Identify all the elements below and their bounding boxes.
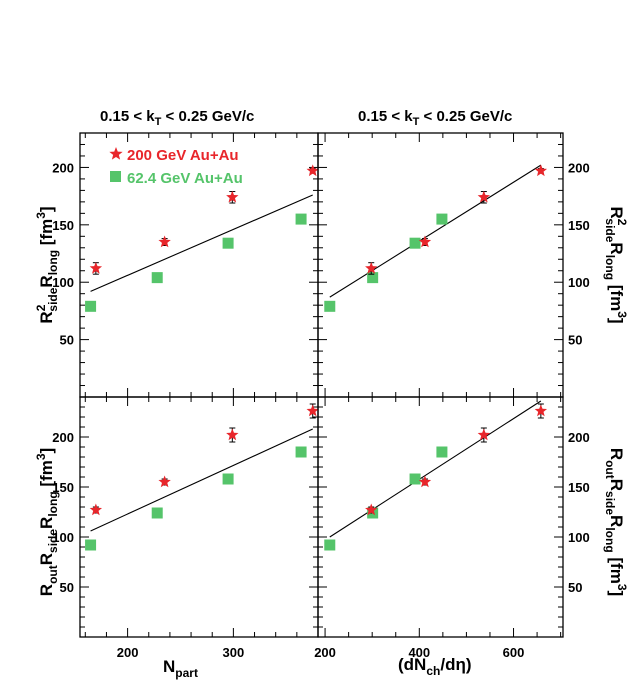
point-200gev bbox=[534, 404, 548, 417]
panel-frame bbox=[317, 396, 564, 638]
panel-frame bbox=[317, 132, 564, 398]
y-tick-label: 100 bbox=[568, 530, 590, 545]
y-tick-label: 200 bbox=[52, 160, 74, 175]
fit-line bbox=[329, 400, 542, 538]
fit-line bbox=[90, 428, 313, 532]
point-62gev bbox=[324, 300, 336, 312]
panel-title-right: 0.15 < kT < 0.25 GeV/c bbox=[358, 108, 512, 128]
y-tick-label: 50 bbox=[60, 333, 74, 348]
point-62gev bbox=[436, 213, 448, 225]
y-tick-label: 200 bbox=[52, 430, 74, 445]
point-200gev bbox=[534, 164, 548, 177]
point-200gev bbox=[306, 164, 319, 177]
x-tick-label: 200 bbox=[117, 645, 139, 660]
point-62gev bbox=[222, 473, 234, 485]
y-tick-label: 200 bbox=[568, 160, 590, 175]
x-tick-label: 200 bbox=[314, 645, 336, 660]
y-label-bottom-right: RoutRsideRlong [fm3] bbox=[603, 448, 629, 596]
point-62gev bbox=[295, 446, 307, 458]
point-200gev bbox=[418, 475, 432, 488]
x-tick-label: 400 bbox=[408, 645, 430, 660]
point-62gev bbox=[436, 446, 448, 458]
point-200gev bbox=[226, 428, 239, 441]
fit-line bbox=[329, 164, 542, 298]
point-200gev bbox=[365, 503, 378, 516]
point-62gev bbox=[222, 237, 234, 249]
x-tick-label: 300 bbox=[223, 645, 245, 660]
point-200gev bbox=[365, 261, 378, 274]
y-tick-label: 150 bbox=[568, 218, 590, 233]
panel-title-left: 0.15 < kT < 0.25 GeV/c bbox=[100, 108, 254, 128]
panel-bottom-right: 50 100 150 200 200 400 600 bbox=[314, 396, 590, 660]
point-62gev bbox=[409, 473, 421, 485]
panel-bottom-left: 50 100 150 200 200 300 bbox=[52, 396, 319, 660]
y-tick-label: 50 bbox=[568, 333, 582, 348]
point-62gev bbox=[151, 272, 163, 284]
point-200gev bbox=[226, 190, 239, 203]
point-200gev bbox=[306, 404, 319, 417]
point-200gev bbox=[89, 503, 103, 516]
point-200gev bbox=[477, 190, 491, 203]
panel-frame bbox=[79, 396, 319, 638]
legend-label: 62.4 GeV Au+Au bbox=[127, 170, 243, 187]
point-62gev bbox=[367, 272, 379, 284]
fit-line bbox=[90, 194, 313, 292]
point-200gev bbox=[418, 235, 432, 248]
point-62gev bbox=[85, 300, 97, 312]
point-62gev bbox=[295, 213, 307, 225]
y-tick-label: 50 bbox=[60, 580, 74, 595]
point-200gev bbox=[158, 235, 171, 248]
point-62gev bbox=[151, 507, 163, 519]
x-label-right: (dNch/dη) bbox=[398, 655, 472, 678]
y-tick-label: 150 bbox=[52, 480, 74, 495]
x-tick-label: 600 bbox=[503, 645, 525, 660]
y-tick-label: 100 bbox=[52, 530, 74, 545]
y-label-top-right: R2sideRlong [fm3] bbox=[603, 206, 629, 323]
legend: 200 GeV Au+Au 62.4 GeV Au+Au bbox=[109, 147, 243, 187]
y-tick-label: 100 bbox=[52, 275, 74, 290]
y-tick-label: 150 bbox=[568, 480, 590, 495]
point-200gev bbox=[477, 428, 491, 441]
point-62gev bbox=[324, 539, 336, 551]
y-tick-label: 100 bbox=[568, 275, 590, 290]
point-62gev bbox=[85, 539, 97, 551]
legend-square-icon bbox=[110, 171, 121, 182]
point-200gev bbox=[89, 261, 103, 274]
y-tick-label: 200 bbox=[568, 430, 590, 445]
point-200gev bbox=[158, 475, 171, 488]
y-tick-label: 150 bbox=[52, 218, 74, 233]
y-tick-label: 50 bbox=[568, 580, 582, 595]
legend-label: 200 GeV Au+Au bbox=[127, 147, 239, 164]
legend-star-icon bbox=[109, 147, 123, 160]
panel-top-right: 50 100 150 200 bbox=[317, 132, 590, 398]
panel-top-left: 50 100 150 200 200 GeV Au+Au 62.4 GeV Au+Au bbox=[52, 132, 319, 398]
x-label-left: Npart bbox=[163, 657, 198, 680]
y-label-bottom-left: RoutRsideRlong [fm3] bbox=[34, 448, 60, 596]
point-62gev bbox=[409, 237, 421, 249]
